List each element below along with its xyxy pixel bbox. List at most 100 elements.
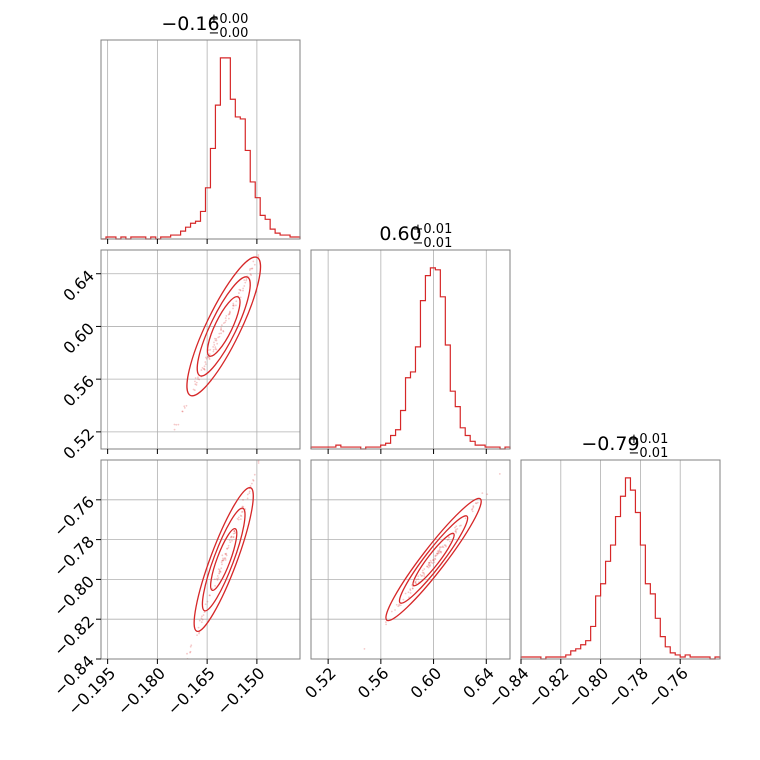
sample-point [436, 553, 439, 555]
sample-point [438, 549, 441, 552]
sample-point [430, 561, 433, 564]
sample-point [200, 621, 203, 624]
sample-point [224, 317, 227, 320]
sample-point [243, 279, 246, 282]
sample-point [481, 492, 484, 495]
sample-point [439, 546, 441, 549]
sample-point [203, 611, 206, 614]
sample-point [224, 557, 227, 560]
sample-point [248, 490, 251, 493]
sample-point [212, 346, 215, 348]
title-plus-error: +0.01 [413, 222, 453, 237]
x-tick-label: −0.150 [213, 664, 268, 719]
sample-point [227, 544, 230, 547]
sample-point [223, 557, 226, 560]
sample-point [201, 367, 204, 369]
sample-point [232, 307, 234, 310]
sample-point [215, 348, 218, 351]
sample-point [175, 423, 178, 426]
sample-point [195, 381, 198, 384]
sample-point [248, 269, 251, 271]
sample-point [455, 531, 458, 534]
sample-point [411, 587, 414, 590]
sample-point [193, 389, 196, 392]
x-tick-label: 0.60 [407, 664, 446, 703]
scatter-panel-1-3 [96, 453, 301, 664]
sample-point [439, 550, 442, 553]
sample-point [474, 502, 477, 505]
x-tick-label: −0.180 [114, 664, 169, 719]
sample-point [414, 581, 416, 584]
sample-point [251, 267, 254, 270]
sample-point [220, 329, 222, 332]
sample-point [421, 569, 424, 572]
scatter-points [186, 453, 266, 659]
sample-point [257, 462, 260, 464]
sample-point [227, 313, 230, 316]
sample-point [224, 321, 226, 324]
sample-point [235, 300, 238, 303]
sample-point [240, 515, 243, 517]
x-tick-label: −0.84 [485, 664, 533, 712]
sample-point [248, 492, 251, 494]
x-tick-label: 0.56 [354, 664, 393, 703]
sample-point [190, 644, 193, 647]
sample-point [236, 517, 239, 520]
sample-point [204, 603, 207, 606]
sample-point [257, 254, 260, 256]
x-tick-label: −0.76 [644, 664, 692, 712]
sample-point [246, 497, 249, 500]
sample-point [415, 578, 418, 581]
sample-point [384, 621, 387, 623]
sample-point [222, 559, 225, 562]
sample-point [221, 554, 224, 557]
sample-point [239, 289, 242, 292]
sample-point [250, 274, 253, 276]
sample-point [197, 378, 199, 380]
sample-point [198, 632, 200, 635]
sample-point [220, 561, 223, 564]
sample-point [224, 552, 227, 555]
sample-point [216, 575, 219, 577]
sample-point [399, 604, 402, 607]
sample-point [209, 594, 211, 597]
sample-point [464, 517, 467, 520]
sample-point [454, 526, 456, 529]
sample-point [445, 545, 447, 548]
sample-point [472, 505, 475, 507]
sample-point [233, 530, 236, 532]
sample-point [408, 596, 410, 599]
sample-point [249, 273, 252, 276]
sample-point [446, 539, 449, 541]
histogram-panel-1: −0.16+0.00−0.00 [100, 12, 301, 244]
sample-point [245, 278, 248, 280]
sample-point [213, 578, 216, 581]
y-tick-label: 0.52 [59, 424, 98, 463]
sample-point [183, 405, 186, 408]
scatter-panel-2-3 [310, 459, 511, 664]
sample-point [417, 575, 420, 577]
sample-point [206, 600, 209, 603]
sample-point [233, 530, 236, 533]
sample-point [449, 540, 451, 543]
sample-point [253, 473, 256, 476]
y-tick-label: 0.56 [59, 372, 98, 411]
sample-point [264, 453, 266, 455]
sample-point [204, 356, 207, 359]
sample-point [213, 344, 216, 346]
sample-point [435, 552, 438, 555]
sample-point [242, 505, 245, 508]
sample-point [404, 592, 407, 595]
sample-point [428, 562, 431, 565]
sample-point [414, 582, 417, 585]
sample-point [438, 548, 441, 551]
sample-point [231, 304, 234, 307]
sample-point [230, 536, 232, 539]
sample-point [208, 353, 211, 355]
sample-point [440, 550, 442, 553]
sample-point [419, 573, 422, 576]
sample-point [228, 310, 231, 313]
sample-point [434, 557, 436, 560]
sample-point [229, 311, 231, 314]
